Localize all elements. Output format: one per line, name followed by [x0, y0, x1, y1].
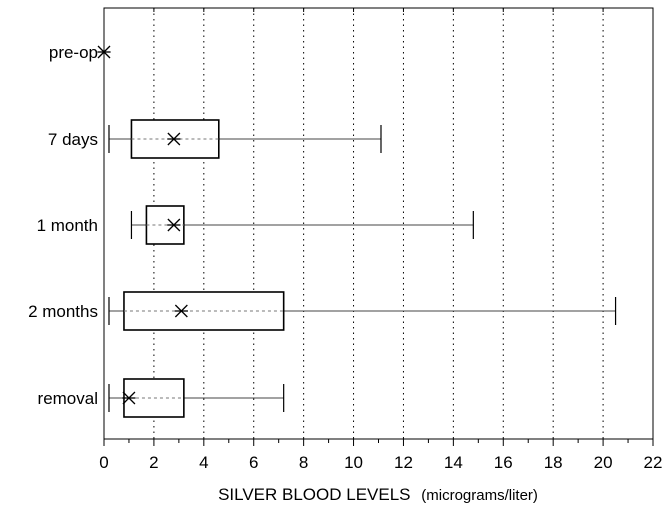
category-label-1-month: 1 month: [37, 216, 98, 235]
category-label-7-days: 7 days: [48, 130, 98, 149]
x-tick-label-2: 2: [149, 453, 158, 472]
x-tick-label-6: 6: [249, 453, 258, 472]
x-tick-label-22: 22: [644, 453, 663, 472]
box-pre-op: [97, 45, 111, 59]
x-tick-label-18: 18: [544, 453, 563, 472]
category-label-removal: removal: [38, 389, 98, 408]
x-tick-label-12: 12: [394, 453, 413, 472]
x-axis-title-unit: (micrograms/liter): [421, 487, 538, 504]
x-axis-title: SILVER BLOOD LEVELS (micrograms/liter): [218, 485, 538, 504]
x-tick-label-0: 0: [99, 453, 108, 472]
category-label-pre-op: pre-op: [49, 43, 98, 62]
x-tick-label-8: 8: [299, 453, 308, 472]
x-tick-label-20: 20: [594, 453, 613, 472]
x-tick-label-16: 16: [494, 453, 513, 472]
box-1-month: [130, 205, 474, 245]
mean-marker-7-days: [167, 132, 181, 146]
mean-marker-pre-op: [97, 45, 111, 59]
category-label-2-months: 2 months: [28, 302, 98, 321]
grid-lines: [153, 8, 604, 439]
x-axis-title-main: SILVER BLOOD LEVELS: [218, 485, 410, 504]
mean-marker-removal: [122, 391, 136, 405]
mean-marker-2-months: [174, 304, 188, 318]
box-series: [97, 45, 617, 418]
x-tick-label-4: 4: [199, 453, 208, 472]
mean-marker-1-month: [167, 218, 181, 232]
x-tick-label-10: 10: [344, 453, 363, 472]
plot-frame: [103, 7, 654, 440]
category-labels: pre-op 7 days 1 month 2 months removal: [28, 43, 98, 408]
x-axis: 0 2 4 6 8 10 12 14 16 18 20 22: [99, 8, 662, 472]
box-removal: [108, 378, 285, 418]
box-7-days: [108, 119, 382, 159]
x-tick-label-14: 14: [444, 453, 463, 472]
box-2-months: [108, 291, 617, 331]
